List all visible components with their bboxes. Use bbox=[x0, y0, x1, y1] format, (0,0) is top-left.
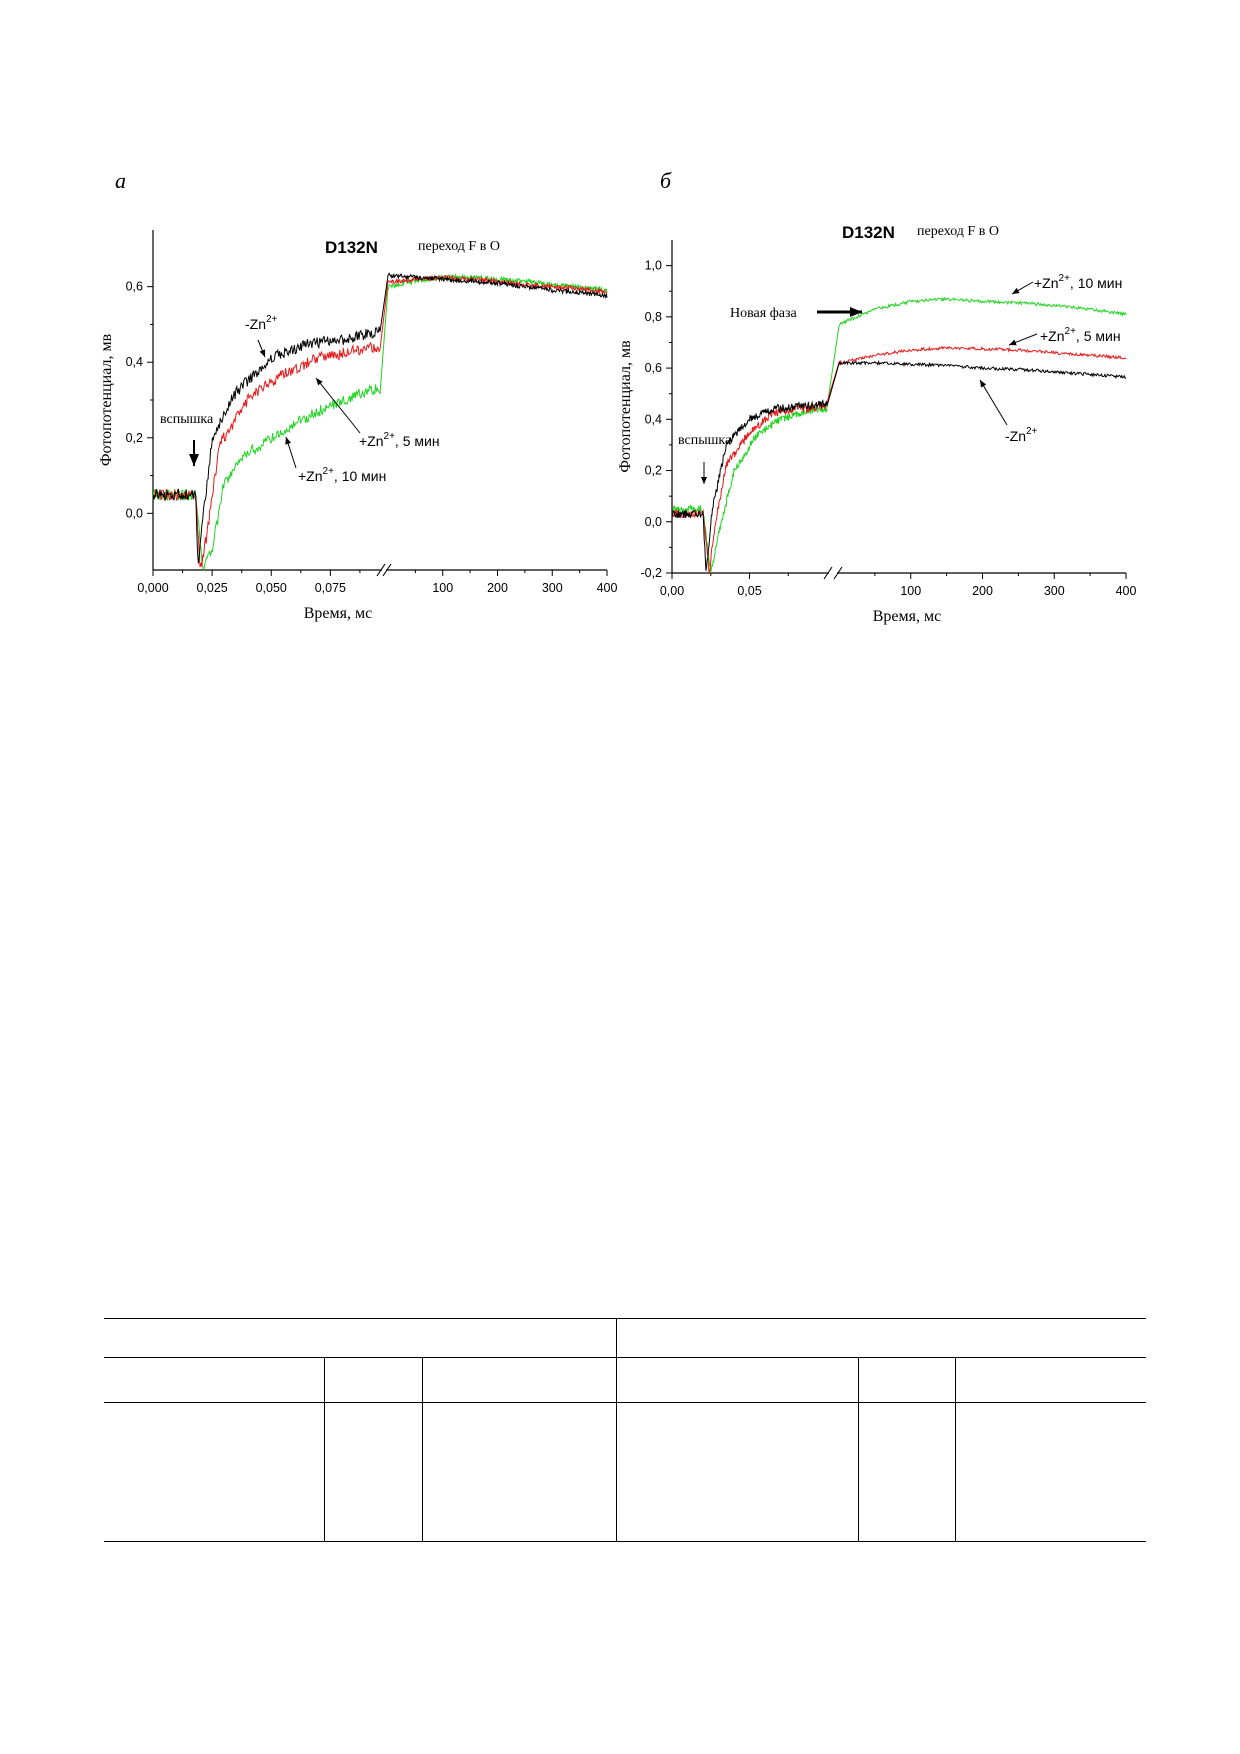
b-flash-arrow-head bbox=[701, 477, 707, 484]
table-subheader-cell bbox=[421, 1357, 617, 1403]
a-y-tick-label: 0,2 bbox=[126, 431, 143, 445]
b-x-tick-label: 0,00 bbox=[660, 584, 684, 598]
panel-label-b: б bbox=[660, 168, 672, 193]
chart-a-series bbox=[152, 272, 608, 571]
table-cell bbox=[104, 1402, 324, 1542]
b-x-tick-label: 300 bbox=[1044, 584, 1065, 598]
b-arrow-zn-5min-head bbox=[1009, 339, 1017, 346]
b-series-line-black bbox=[671, 359, 1127, 571]
b-series-line-red bbox=[671, 345, 1127, 575]
a-arrow-zn-10min-head bbox=[285, 437, 292, 445]
a-axis-break-mark bbox=[382, 563, 392, 577]
a-series-line-red bbox=[152, 274, 608, 568]
chart-a-axes: 0,0 0,2 0,4 0,6 0,000 0,025 0,050 0,075 100 200 30… bbox=[98, 230, 617, 622]
a-x-tick-label: 0,075 bbox=[315, 581, 346, 595]
b-new-phase-label: Новая фаза bbox=[730, 306, 798, 321]
a-flash-label: вспышка bbox=[160, 412, 214, 427]
b-y-tick-label: 0,4 bbox=[645, 412, 662, 426]
a-y-tick-label: 0,4 bbox=[126, 355, 143, 369]
b-y-tick-label: 1,0 bbox=[645, 259, 662, 273]
a-y-tick-label: 0,0 bbox=[126, 506, 143, 520]
a-label-minus-zn: -Zn2+ bbox=[245, 314, 278, 332]
table-cell bbox=[954, 1402, 1147, 1542]
table-cell bbox=[857, 1402, 956, 1542]
a-x-tick-label: 300 bbox=[542, 581, 563, 595]
b-axis-break-mark bbox=[823, 566, 833, 580]
a-x-tick-label: 200 bbox=[487, 581, 508, 595]
a-flash-arrow-head bbox=[189, 454, 199, 466]
b-x-tick-label: 0,05 bbox=[737, 584, 761, 598]
a-x-tick-label: 0,025 bbox=[196, 581, 227, 595]
b-x-axis-label: Время, мс bbox=[873, 608, 941, 625]
b-new-phase-arrow-head bbox=[850, 307, 862, 317]
table-subheader-cell bbox=[323, 1357, 422, 1403]
a-y-axis-label: Фотопотенциал, мв bbox=[98, 333, 115, 466]
b-arrow-minus-zn-head bbox=[980, 380, 987, 388]
table-subheader-cell bbox=[104, 1357, 324, 1403]
a-chart-subtitle: переход F в O bbox=[418, 239, 500, 254]
b-y-tick-label: 0,6 bbox=[645, 361, 662, 375]
chart-b: -0,2 0,0 0,2 0,4 0,6 0,8 1,0 0,00 0,05 100 200 300 4… bbox=[617, 223, 1136, 625]
table-subheader-cell bbox=[954, 1357, 1147, 1403]
b-y-tick-label: 0,0 bbox=[645, 515, 662, 529]
table-subheader-cell bbox=[615, 1357, 859, 1403]
b-series-line-green bbox=[671, 296, 1127, 574]
a-x-axis-label: Время, мс bbox=[304, 605, 372, 622]
empty-table bbox=[104, 1318, 1147, 1542]
b-arrow-minus-zn bbox=[979, 379, 1008, 426]
a-series-line-black bbox=[152, 272, 608, 564]
a-label-zn-10min: +Zn2+, 10 мин bbox=[298, 466, 386, 484]
a-x-tick-label: 0,000 bbox=[137, 581, 168, 595]
table-cell bbox=[323, 1402, 422, 1542]
chart-b-labels: D132N переход F в O вспышка Новая фаза +Zn2+… bbox=[678, 223, 1122, 484]
table-cell bbox=[615, 1402, 859, 1542]
b-flash-label: вспышка bbox=[678, 433, 732, 448]
table-cell bbox=[421, 1402, 617, 1542]
a-x-tick-label: 0,050 bbox=[256, 581, 287, 595]
b-label-zn-10min: +Zn2+, 10 мин bbox=[1034, 273, 1122, 291]
b-x-tick-label: 200 bbox=[972, 584, 993, 598]
table-header-cell-left bbox=[104, 1318, 617, 1358]
b-x-tick-label: 400 bbox=[1116, 584, 1137, 598]
a-arrow-minus-zn-head bbox=[259, 349, 266, 357]
a-y-tick-label: 0,6 bbox=[126, 280, 143, 294]
b-y-tick-label: -0,2 bbox=[640, 566, 662, 580]
table-subheader-cell bbox=[857, 1357, 956, 1403]
b-y-axis-label: Фотопотенциал, мв bbox=[617, 340, 634, 473]
chart-b-series bbox=[671, 296, 1127, 575]
b-arrow-zn-10min-head bbox=[1012, 287, 1020, 294]
b-label-zn-5min: +Zn2+, 5 мин bbox=[1040, 326, 1121, 344]
b-chart-title: D132N bbox=[842, 223, 895, 242]
a-axis-break-mark bbox=[376, 563, 386, 577]
a-x-tick-label: 100 bbox=[432, 581, 453, 595]
b-x-tick-label: 100 bbox=[900, 584, 921, 598]
panel-label-a: а bbox=[115, 168, 126, 193]
chart-a: 0,0 0,2 0,4 0,6 0,000 0,025 0,050 0,075 100 200 30… bbox=[98, 230, 617, 622]
b-axis-break-mark bbox=[833, 566, 843, 580]
b-y-tick-label: 0,8 bbox=[645, 310, 662, 324]
chart-b-axes: -0,2 0,0 0,2 0,4 0,6 0,8 1,0 0,00 0,05 100 200 300 4… bbox=[617, 240, 1136, 625]
a-arrow-zn-5min bbox=[315, 377, 361, 434]
b-y-tick-label: 0,2 bbox=[645, 464, 662, 478]
b-label-minus-zn: -Zn2+ bbox=[1005, 426, 1038, 444]
a-chart-title: D132N bbox=[325, 238, 378, 257]
chart-a-labels: D132N переход F в O вспышка -Zn2+ +Zn2+, 5 м… bbox=[160, 238, 500, 484]
table-header-cell-right bbox=[615, 1318, 1147, 1358]
a-x-tick-label: 400 bbox=[597, 581, 618, 595]
a-label-zn-5min: +Zn2+, 5 мин bbox=[359, 431, 440, 449]
a-arrow-zn-5min-head bbox=[316, 378, 323, 386]
b-chart-subtitle: переход F в O bbox=[917, 224, 999, 239]
